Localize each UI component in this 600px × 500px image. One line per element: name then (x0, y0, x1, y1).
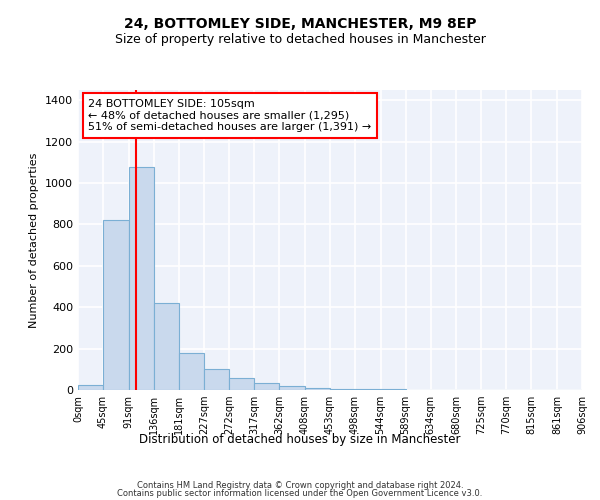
Bar (103, 220, 128, 390)
Bar (154, 303, 179, 390)
Bar (229, 378, 254, 390)
Text: Contains public sector information licensed under the Open Government Licence v3: Contains public sector information licen… (118, 488, 482, 498)
Text: Contains HM Land Registry data © Crown copyright and database right 2024.: Contains HM Land Registry data © Crown c… (137, 481, 463, 490)
Bar (280, 386, 305, 390)
Bar (128, 166, 154, 390)
Bar (204, 370, 229, 390)
Bar (78, 385, 103, 390)
Bar (380, 389, 406, 390)
Text: 24 BOTTOMLEY SIDE: 105sqm
← 48% of detached houses are smaller (1,295)
51% of se: 24 BOTTOMLEY SIDE: 105sqm ← 48% of detac… (88, 99, 371, 132)
Text: Size of property relative to detached houses in Manchester: Size of property relative to detached ho… (115, 32, 485, 46)
Text: Distribution of detached houses by size in Manchester: Distribution of detached houses by size … (139, 432, 461, 446)
Bar (254, 383, 280, 390)
Y-axis label: Number of detached properties: Number of detached properties (29, 152, 40, 328)
Bar (179, 353, 204, 390)
Bar (305, 388, 330, 390)
Text: 24, BOTTOMLEY SIDE, MANCHESTER, M9 8EP: 24, BOTTOMLEY SIDE, MANCHESTER, M9 8EP (124, 18, 476, 32)
Bar (355, 389, 380, 390)
Bar (330, 388, 355, 390)
